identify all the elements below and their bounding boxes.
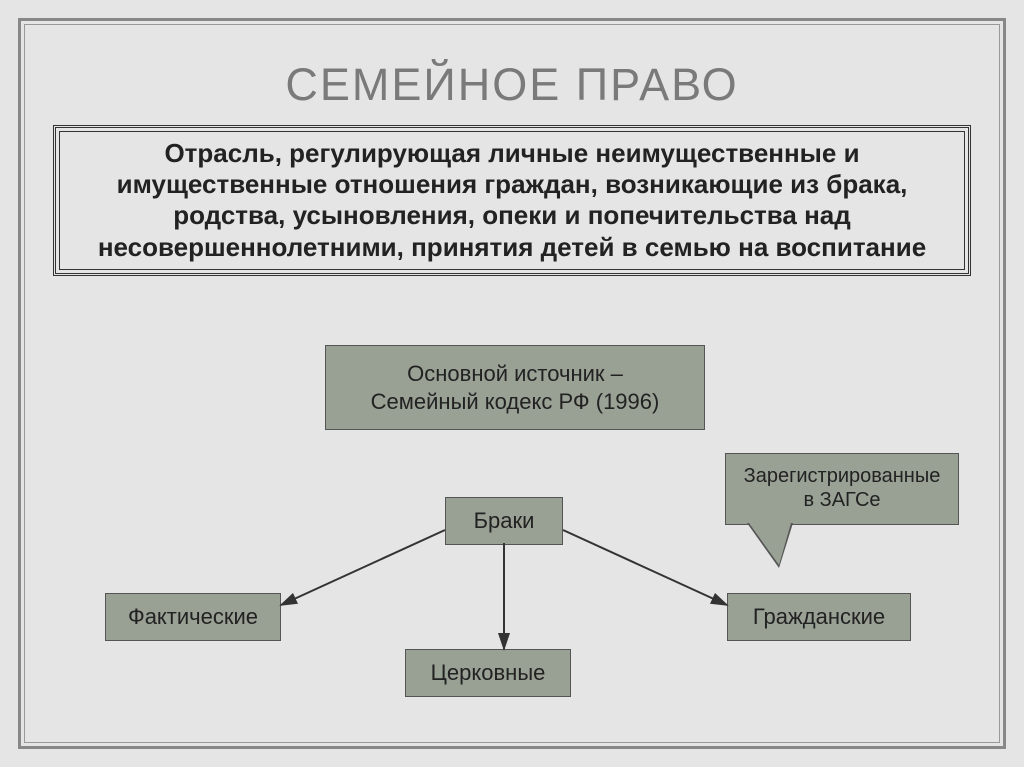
source-line2: Семейный кодекс РФ (1996) bbox=[336, 388, 694, 416]
source-line1: Основной источник – bbox=[336, 360, 694, 388]
source-box: Основной источник – Семейный кодекс РФ (… bbox=[325, 345, 705, 430]
node-civil: Гражданские bbox=[727, 593, 911, 641]
callout-tail bbox=[749, 523, 791, 565]
node-church: Церковные bbox=[405, 649, 571, 697]
inner-frame: СЕМЕЙНОЕ ПРАВО Отрасль, регулирующая лич… bbox=[24, 24, 1000, 743]
definition-text: Отрасль, регулирующая личные неимуществе… bbox=[98, 138, 926, 262]
callout-box: Зарегистрированные в ЗАГСе bbox=[725, 453, 959, 525]
outer-frame: СЕМЕЙНОЕ ПРАВО Отрасль, регулирующая лич… bbox=[18, 18, 1006, 749]
node-fact: Фактические bbox=[105, 593, 281, 641]
edge-civil bbox=[563, 530, 727, 605]
definition-box: Отрасль, регулирующая личные неимуществе… bbox=[53, 125, 971, 276]
callout-line1: Зарегистрированные bbox=[732, 464, 952, 488]
slide-title: СЕМЕЙНОЕ ПРАВО bbox=[25, 59, 999, 111]
callout-line2: в ЗАГСе bbox=[732, 488, 952, 512]
edge-fact bbox=[281, 530, 445, 605]
node-root: Браки bbox=[445, 497, 563, 545]
